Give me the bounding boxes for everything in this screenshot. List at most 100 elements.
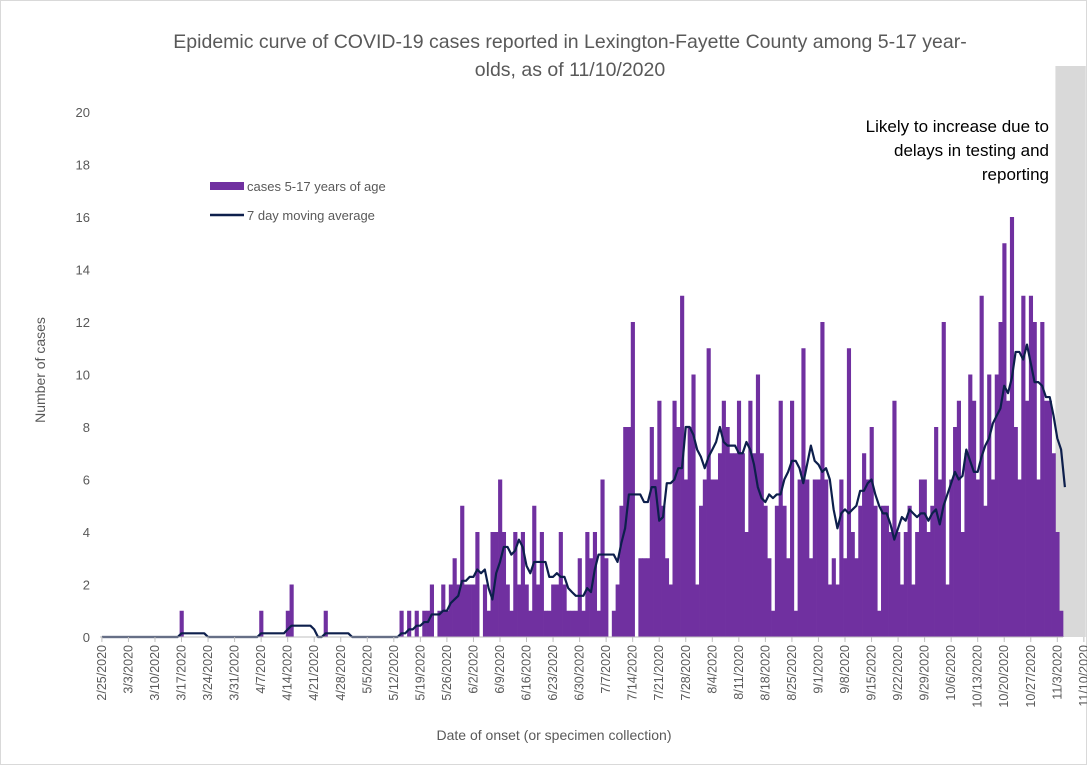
bar — [941, 322, 946, 637]
bar — [600, 479, 605, 637]
bar — [691, 374, 696, 637]
bar — [626, 427, 632, 637]
bar — [831, 558, 836, 637]
chart-title: Epidemic curve of COVID-19 cases reporte… — [100, 28, 1040, 84]
bar — [820, 322, 825, 637]
bar — [994, 374, 999, 637]
x-tick-label: 6/2/2020 — [466, 645, 480, 694]
bar — [964, 453, 969, 637]
bar — [1032, 322, 1037, 637]
bar — [850, 532, 855, 637]
bar — [456, 584, 461, 637]
x-tick-label: 4/21/2020 — [307, 645, 321, 701]
x-tick-label: 8/4/2020 — [705, 645, 719, 694]
bar — [862, 453, 867, 637]
y-tick-label: 14 — [76, 263, 90, 278]
legend-bar-label: cases 5-17 years of age — [247, 179, 386, 194]
x-tick-label: 10/6/2020 — [944, 645, 958, 701]
bar — [782, 505, 787, 637]
bar — [733, 453, 738, 637]
bar — [668, 584, 673, 637]
bar — [907, 505, 912, 637]
bar — [543, 610, 548, 637]
y-tick-label: 18 — [76, 158, 90, 173]
bar — [790, 400, 795, 637]
bar — [630, 322, 635, 637]
bar — [513, 532, 518, 637]
bar — [399, 610, 404, 637]
bar — [755, 374, 761, 637]
bar — [577, 558, 582, 637]
chart-title-line-2: olds, as of 11/10/2020 — [474, 59, 666, 81]
bar — [816, 479, 821, 637]
y-tick-label: 20 — [76, 105, 90, 120]
bar — [858, 505, 863, 637]
bar — [808, 558, 814, 637]
bar — [547, 610, 552, 637]
x-tick-label: 4/28/2020 — [334, 645, 348, 701]
bar — [740, 453, 745, 637]
x-tick-label: 6/16/2020 — [520, 645, 534, 701]
bar — [471, 584, 476, 637]
bar — [846, 348, 852, 637]
bar — [638, 558, 643, 637]
bar — [551, 584, 556, 637]
bar — [494, 532, 499, 637]
bar — [987, 374, 992, 637]
bar — [426, 610, 431, 637]
bar — [854, 558, 859, 637]
x-tick-label: 11/3/2020 — [1050, 645, 1064, 700]
y-tick-label: 10 — [76, 368, 90, 383]
bar — [1002, 243, 1007, 637]
x-tick-label: 6/30/2020 — [573, 645, 587, 701]
bar — [729, 453, 734, 637]
bar — [918, 479, 924, 637]
bar — [482, 584, 488, 637]
bar — [953, 427, 958, 637]
y-axis-title: Number of cases — [32, 317, 48, 423]
bar — [721, 400, 726, 637]
bar — [1051, 453, 1056, 637]
bar — [592, 532, 598, 637]
bar — [805, 479, 810, 637]
bar — [1009, 217, 1015, 637]
y-tick-label: 6 — [83, 473, 90, 488]
x-tick-label: 5/26/2020 — [440, 645, 454, 701]
x-tick-label: 5/19/2020 — [413, 645, 427, 701]
bar — [911, 584, 916, 637]
bar — [645, 558, 651, 637]
bar — [570, 610, 575, 637]
bar — [501, 532, 507, 637]
bar — [1013, 427, 1018, 637]
bar — [448, 584, 453, 637]
bar — [979, 295, 984, 637]
bar — [460, 505, 465, 637]
bar — [990, 479, 996, 637]
bar — [490, 532, 495, 637]
bar — [888, 532, 893, 637]
x-tick-label: 9/22/2020 — [891, 645, 905, 701]
bar — [323, 610, 328, 637]
bar — [998, 322, 1003, 637]
x-tick-label: 3/31/2020 — [228, 645, 242, 701]
bar — [835, 584, 840, 637]
bar — [744, 532, 749, 637]
bar — [960, 532, 965, 637]
annotation-line-1: Likely to increase due to — [866, 117, 1049, 136]
bar — [915, 532, 920, 637]
x-tick-label: 5/12/2020 — [387, 645, 401, 701]
bar — [486, 610, 491, 637]
bar — [865, 479, 870, 637]
y-tick-label: 0 — [83, 630, 90, 645]
annotation-line-2: delays in testing and — [894, 141, 1049, 160]
bar — [562, 584, 567, 637]
bar — [937, 479, 943, 637]
bar — [702, 479, 707, 637]
bar — [1028, 295, 1034, 637]
bar — [1040, 322, 1045, 637]
x-tick-label: 10/27/2020 — [1024, 645, 1038, 708]
bar — [661, 505, 666, 637]
bar — [467, 584, 472, 637]
bar — [717, 453, 723, 637]
bar — [1006, 400, 1011, 637]
